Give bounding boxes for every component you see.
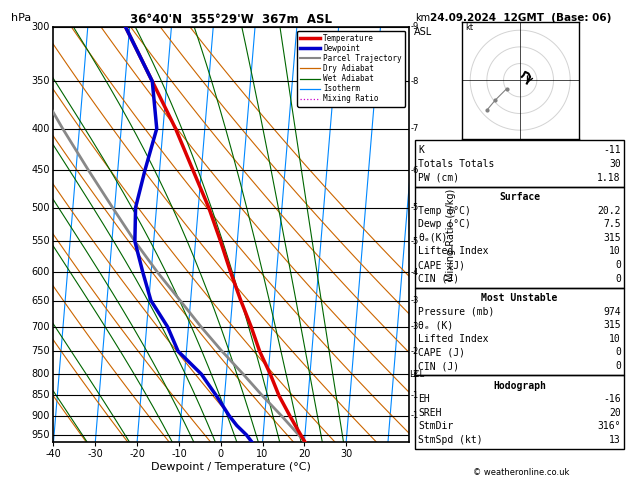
Text: hPa: hPa xyxy=(11,13,31,22)
Text: StmSpd (kt): StmSpd (kt) xyxy=(418,435,483,445)
Text: -4: -4 xyxy=(411,268,419,277)
Text: 10: 10 xyxy=(609,334,621,344)
Text: -5: -5 xyxy=(411,237,419,246)
Text: 0: 0 xyxy=(615,361,621,371)
Text: -2: -2 xyxy=(411,347,419,356)
Text: 20: 20 xyxy=(609,408,621,418)
Text: CAPE (J): CAPE (J) xyxy=(418,347,465,358)
Text: 950: 950 xyxy=(31,430,50,440)
Text: LCL: LCL xyxy=(409,369,425,379)
Text: Dewp (°C): Dewp (°C) xyxy=(418,219,471,229)
Text: -16: -16 xyxy=(603,394,621,404)
Text: StmDir: StmDir xyxy=(418,421,454,432)
Text: 30: 30 xyxy=(609,159,621,169)
Text: K: K xyxy=(418,145,424,156)
Text: Most Unstable: Most Unstable xyxy=(481,293,558,303)
Text: Mixing Ratio (g/kg): Mixing Ratio (g/kg) xyxy=(447,189,457,280)
Text: 850: 850 xyxy=(31,390,50,400)
Text: 500: 500 xyxy=(31,203,50,212)
Text: 0: 0 xyxy=(615,274,621,284)
Text: 20.2: 20.2 xyxy=(598,206,621,216)
Text: 7.5: 7.5 xyxy=(603,219,621,229)
Text: -1: -1 xyxy=(411,411,419,420)
Text: -5: -5 xyxy=(411,203,419,212)
Text: 0: 0 xyxy=(615,347,621,358)
Text: 315: 315 xyxy=(603,320,621,330)
Text: Lifted Index: Lifted Index xyxy=(418,334,489,344)
Text: CIN (J): CIN (J) xyxy=(418,274,459,284)
Text: -1: -1 xyxy=(411,391,419,400)
Text: 800: 800 xyxy=(31,369,50,379)
Text: Lifted Index: Lifted Index xyxy=(418,246,489,257)
Text: 650: 650 xyxy=(31,295,50,306)
Title: 36°40'N  355°29'W  367m  ASL: 36°40'N 355°29'W 367m ASL xyxy=(130,13,332,26)
Text: 450: 450 xyxy=(31,165,50,175)
Text: EH: EH xyxy=(418,394,430,404)
Text: -2: -2 xyxy=(411,369,419,379)
Text: 10: 10 xyxy=(609,246,621,257)
Text: 750: 750 xyxy=(31,346,50,356)
Text: Totals Totals: Totals Totals xyxy=(418,159,494,169)
Text: km: km xyxy=(416,13,431,22)
Text: 315: 315 xyxy=(603,233,621,243)
Legend: Temperature, Dewpoint, Parcel Trajectory, Dry Adiabat, Wet Adiabat, Isotherm, Mi: Temperature, Dewpoint, Parcel Trajectory… xyxy=(298,31,405,106)
Text: -3: -3 xyxy=(411,296,419,305)
Text: -8: -8 xyxy=(411,77,419,86)
Text: 600: 600 xyxy=(31,267,50,277)
X-axis label: Dewpoint / Temperature (°C): Dewpoint / Temperature (°C) xyxy=(151,462,311,472)
Text: 24.09.2024  12GMT  (Base: 06): 24.09.2024 12GMT (Base: 06) xyxy=(430,13,611,23)
Text: -11: -11 xyxy=(603,145,621,156)
Text: 350: 350 xyxy=(31,76,50,87)
Text: kt: kt xyxy=(465,23,473,32)
Text: -3: -3 xyxy=(411,322,419,331)
Text: 1.18: 1.18 xyxy=(598,173,621,183)
Text: 974: 974 xyxy=(603,307,621,317)
Text: Surface: Surface xyxy=(499,192,540,202)
Text: -6: -6 xyxy=(411,166,419,175)
Text: SREH: SREH xyxy=(418,408,442,418)
Text: 13: 13 xyxy=(609,435,621,445)
Text: 316°: 316° xyxy=(598,421,621,432)
Text: 300: 300 xyxy=(31,22,50,32)
Text: -9: -9 xyxy=(411,22,419,31)
Text: PW (cm): PW (cm) xyxy=(418,173,459,183)
Text: CIN (J): CIN (J) xyxy=(418,361,459,371)
Text: 900: 900 xyxy=(31,411,50,421)
Text: θₑ (K): θₑ (K) xyxy=(418,320,454,330)
Text: Hodograph: Hodograph xyxy=(493,381,546,391)
Text: CAPE (J): CAPE (J) xyxy=(418,260,465,270)
Text: 0: 0 xyxy=(615,260,621,270)
Text: © weatheronline.co.uk: © weatheronline.co.uk xyxy=(472,468,569,477)
Text: Temp (°C): Temp (°C) xyxy=(418,206,471,216)
Text: 400: 400 xyxy=(31,123,50,134)
Text: 700: 700 xyxy=(31,322,50,332)
Text: Pressure (mb): Pressure (mb) xyxy=(418,307,494,317)
Text: θₑ(K): θₑ(K) xyxy=(418,233,448,243)
Text: 550: 550 xyxy=(31,236,50,246)
Text: -7: -7 xyxy=(411,124,419,133)
Text: ASL: ASL xyxy=(414,27,432,37)
